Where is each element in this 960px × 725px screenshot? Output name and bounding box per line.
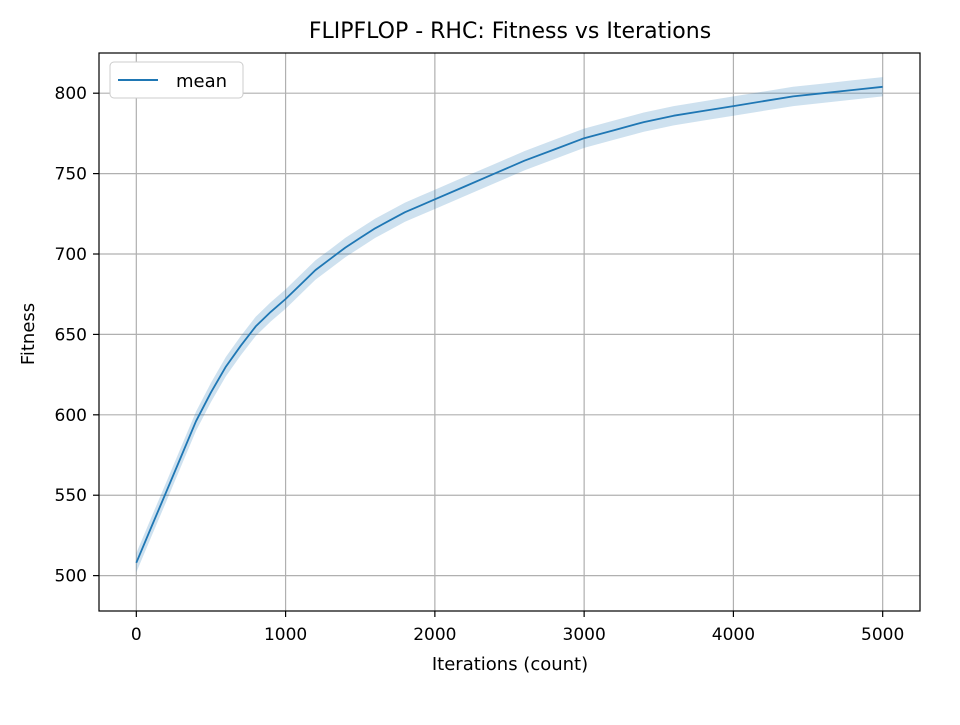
y-axis: 500 550 600 650 700 750 800 [55, 84, 99, 587]
x-tick-label: 2000 [413, 625, 456, 645]
y-tick-label: 600 [55, 406, 87, 426]
series-line-mean [135, 85, 883, 564]
confidence-band-layer [136, 77, 883, 573]
x-axis-label: Iterations (count) [432, 654, 588, 675]
y-tick-label: 550 [55, 486, 87, 506]
grid [99, 53, 920, 611]
legend-box [109, 61, 244, 99]
y-tick-label: 800 [55, 84, 87, 104]
x-tick-label: 1000 [264, 625, 307, 645]
y-tick-label: 650 [55, 325, 87, 345]
y-axis-label: Fitness [18, 303, 39, 365]
chart-title: FLIPFLOP - RHC: Fitness vs Iterations [309, 19, 711, 44]
y-tick-label: 750 [55, 165, 87, 185]
x-tick-label: 3000 [563, 625, 606, 645]
plot-frame [98, 52, 921, 612]
y-tick-label: 700 [55, 245, 87, 265]
x-tick-label: 5000 [861, 625, 904, 645]
x-axis: 0 1000 2000 3000 4000 5000 [131, 611, 904, 645]
x-tick-label: 4000 [712, 625, 755, 645]
legend: mean [109, 61, 244, 99]
series-layer [135, 85, 883, 564]
series-band-mean [136, 77, 883, 573]
x-tick-label: 0 [131, 625, 142, 645]
legend-label-mean: mean [176, 71, 227, 92]
y-tick-label: 500 [55, 567, 87, 587]
